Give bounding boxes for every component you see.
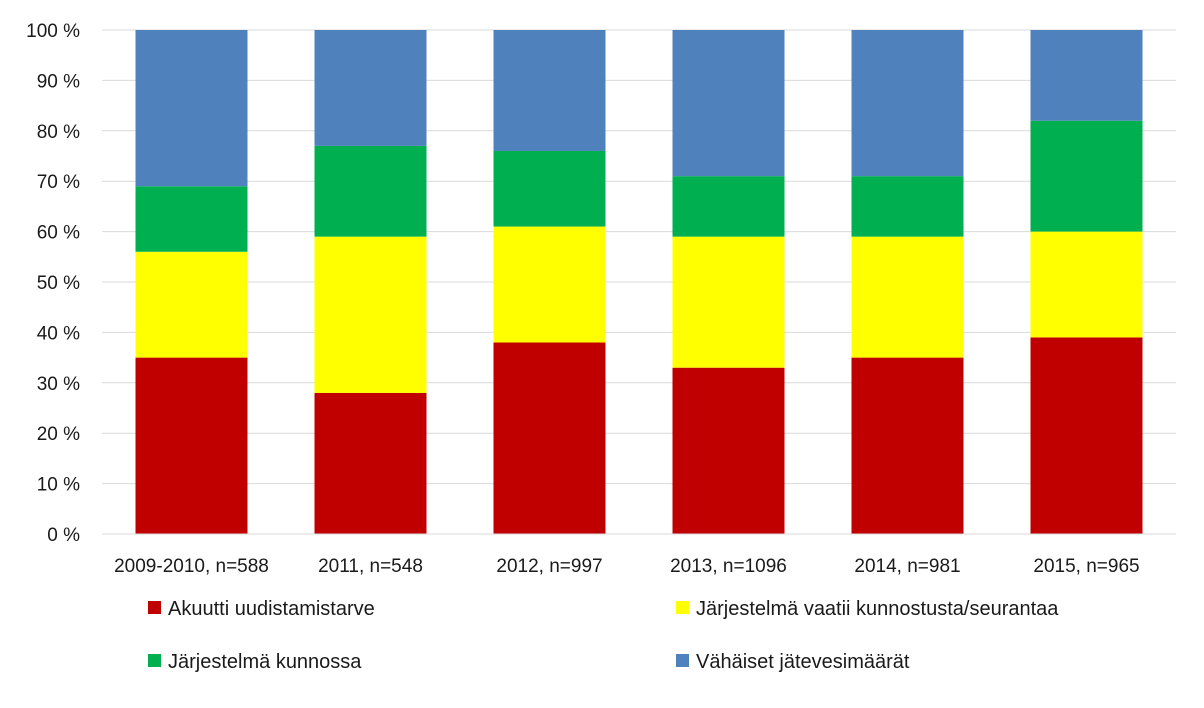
bar-segment: [1030, 120, 1143, 232]
x-tick-label: 2011, n=548: [318, 556, 423, 577]
bar-segment: [1030, 231, 1143, 338]
x-tick-label: 2012, n=997: [496, 556, 602, 577]
bar-segment: [314, 236, 427, 393]
legend-swatch: [148, 601, 161, 614]
x-tick-label: 2013, n=1096: [670, 556, 787, 577]
legend-swatch: [676, 654, 689, 667]
x-tick-label: 2009-2010, n=588: [114, 556, 269, 577]
y-tick-label: 30 %: [37, 374, 80, 395]
legend: Akuutti uudistamistarve Järjestelmä vaati…: [148, 598, 1059, 673]
bar-segment: [672, 30, 785, 177]
y-tick-label: 100 %: [26, 21, 80, 42]
bar-segment: [672, 236, 785, 368]
legend-label: Järjestelmä kunnossa: [168, 651, 362, 673]
legend-label: Järjestelmä vaatii kunnostusta/seurantaa: [696, 598, 1059, 620]
y-tick-label: 20 %: [37, 424, 80, 445]
bar-segment: [851, 357, 964, 534]
bar-segment: [493, 342, 606, 534]
legend-label: Akuutti uudistamistarve: [168, 598, 375, 620]
bar-segment: [314, 145, 427, 237]
y-tick-label: 60 %: [37, 223, 80, 244]
y-tick-label: 40 %: [37, 323, 80, 344]
bar-segment: [314, 30, 427, 146]
bar-segment: [135, 30, 248, 187]
bar-segment: [1030, 337, 1143, 534]
legend-swatch: [676, 601, 689, 614]
x-axis: 2009-2010, n=588 2011, n=548 2012, n=997 20…: [102, 533, 1176, 577]
y-tick-label: 70 %: [37, 172, 80, 193]
bars: [135, 30, 1143, 534]
x-tick-label: 2014, n=981: [854, 556, 960, 577]
y-tick-label: 50 %: [37, 273, 80, 294]
bar-segment: [672, 367, 785, 534]
gridlines: [102, 29, 1176, 535]
bar-segment: [493, 226, 606, 343]
bar-segment: [493, 150, 606, 227]
legend-swatch: [148, 654, 161, 667]
y-tick-label: 90 %: [37, 71, 80, 92]
bar-segment: [851, 30, 964, 177]
y-tick-label: 10 %: [37, 475, 80, 496]
bar-segment: [851, 236, 964, 358]
bar-segment: [1030, 30, 1143, 121]
bar-segment: [851, 176, 964, 237]
bar-segment: [135, 357, 248, 534]
bar-segment: [135, 186, 248, 252]
y-axis: 0 % 10 % 20 % 30 % 40 % 50 % 60 % 70 % 80 % 90 % 1…: [26, 21, 80, 546]
bar-segment: [672, 176, 785, 237]
y-tick-label: 0 %: [47, 525, 80, 546]
x-tick-label: 2015, n=965: [1033, 556, 1139, 577]
legend-label: Vähäiset jätevesimäärät: [696, 651, 910, 673]
bar-segment: [493, 30, 606, 151]
bar-segment: [314, 392, 427, 534]
y-tick-label: 80 %: [37, 122, 80, 143]
bar-segment: [135, 251, 248, 358]
